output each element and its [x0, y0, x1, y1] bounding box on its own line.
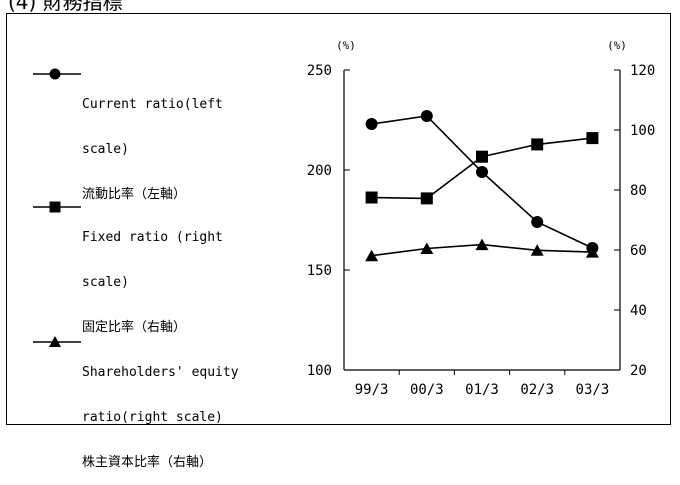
data-point-triangle — [365, 249, 379, 262]
legend-label-en-line1: Shareholders' equity — [82, 365, 239, 380]
data-point-triangle — [475, 238, 489, 251]
right-axis-tick-label: 100 — [630, 123, 655, 139]
legend-item-fixed-ratio: Fixed ratio (right scale) 固定比率（右軸） — [82, 200, 223, 350]
legend-label-en-line2: scale) — [82, 275, 129, 290]
x-axis-tick-label: 01/3 — [465, 382, 499, 398]
data-point-circle — [420, 110, 433, 122]
x-axis-tick-label: 00/3 — [410, 382, 444, 398]
data-point-square — [476, 150, 488, 163]
x-axis-tick-label: 03/3 — [576, 382, 610, 398]
page-title: (4) 財務指標 — [8, 0, 123, 14]
right-axis-tick-label: 20 — [630, 363, 647, 379]
left-axis-tick-label: 250 — [307, 63, 332, 79]
legend-label-ja: 固定比率（右軸） — [82, 320, 187, 335]
legend-label-en-line2: scale) — [82, 142, 129, 157]
legend-label-en-line2: ratio(right scale) — [82, 410, 223, 425]
right-axis-unit: (%) — [607, 39, 627, 52]
right-axis-tick-label: 60 — [630, 243, 647, 259]
legend-label-ja: 株主資本比率（右軸） — [82, 455, 213, 470]
left-axis-tick-label: 100 — [307, 363, 332, 379]
series-line-0 — [371, 115, 593, 249]
left-axis-tick-label: 200 — [307, 163, 332, 179]
data-point-circle — [531, 216, 544, 228]
legend-label-en-line1: Current ratio(left — [82, 97, 223, 112]
legend-item-current-ratio: Current ratio(left scale) 流動比率（左軸） — [82, 67, 223, 217]
x-axis-tick-label: 02/3 — [520, 382, 554, 398]
right-axis-tick-label: 120 — [630, 63, 655, 79]
data-point-square — [586, 132, 599, 145]
legend-label-en-line1: Fixed ratio (right — [82, 230, 223, 245]
x-axis-tick-label: 99/3 — [355, 382, 389, 398]
data-point-square — [531, 138, 544, 151]
data-point-square — [420, 192, 433, 205]
legend-label-ja: 流動比率（左軸） — [82, 187, 187, 202]
data-point-triangle — [585, 246, 599, 258]
legend-marker-equity-ratio — [33, 336, 81, 347]
data-point-circle — [365, 118, 378, 130]
data-point-triangle — [420, 242, 434, 254]
data-point-square — [365, 191, 378, 204]
right-axis-tick-label: 80 — [630, 183, 647, 199]
legend-marker-current-ratio — [33, 68, 81, 80]
data-point-triangle — [530, 244, 544, 256]
left-axis-unit: (%) — [336, 39, 356, 52]
chart-frame — [6, 13, 671, 425]
data-point-circle — [476, 166, 488, 178]
left-axis-tick-label: 150 — [307, 263, 332, 279]
legend-marker-fixed-ratio — [33, 201, 81, 213]
right-axis-tick-label: 40 — [630, 303, 647, 319]
